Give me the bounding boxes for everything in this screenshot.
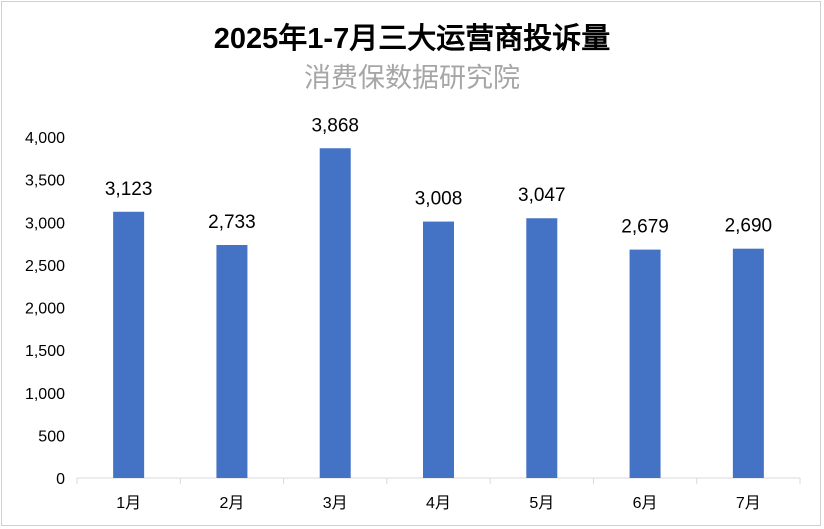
data-label: 3,047 — [518, 185, 566, 206]
y-tick-label: 4,000 — [25, 130, 65, 147]
bar-4 — [423, 221, 454, 478]
bar-1 — [113, 211, 145, 478]
y-axis: 0 500 1,000 1,500 2,000 2,500 3,000 3,500 4,000 — [25, 130, 65, 488]
x-tick-label: 5月 — [529, 495, 554, 512]
y-tick-label: 2,500 — [25, 258, 65, 275]
data-label: 2,733 — [208, 212, 256, 233]
bar-2 — [216, 245, 248, 478]
data-label: 3,868 — [311, 115, 359, 136]
x-tick-label: 6月 — [633, 495, 658, 512]
y-tick-label: 1,000 — [25, 386, 65, 403]
data-labels: 3,123 2,733 3,868 3,008 3,047 2,679 2,690 — [105, 115, 772, 237]
y-tick-label: 500 — [38, 428, 65, 445]
y-tick-label: 2,000 — [25, 301, 65, 318]
y-tick-label: 3,500 — [25, 173, 65, 190]
x-tick-label: 7月 — [736, 495, 761, 512]
chart-title: 2025年1-7月三大运营商投诉量 — [214, 21, 610, 55]
x-tick-label: 3月 — [323, 495, 348, 512]
y-tick-label: 1,500 — [25, 343, 65, 360]
bar-5 — [526, 218, 558, 478]
bars — [113, 148, 764, 479]
data-label: 2,690 — [725, 216, 773, 237]
data-label: 3,008 — [415, 189, 463, 210]
y-tick-label: 0 — [56, 471, 65, 488]
bar-7 — [732, 248, 764, 478]
chart-subtitle: 消费保数据研究院 — [304, 63, 520, 94]
data-label: 3,123 — [105, 179, 153, 200]
x-axis: 1月 2月 3月 4月 5月 6月 7月 — [76, 477, 801, 512]
bar-3 — [319, 148, 351, 479]
bar-6 — [629, 249, 661, 478]
data-label: 2,679 — [621, 217, 669, 238]
x-tick-label: 1月 — [116, 495, 141, 512]
y-tick-label: 3,000 — [25, 215, 65, 232]
x-tick-label: 2月 — [219, 495, 244, 512]
x-tick-label: 4月 — [426, 495, 451, 512]
